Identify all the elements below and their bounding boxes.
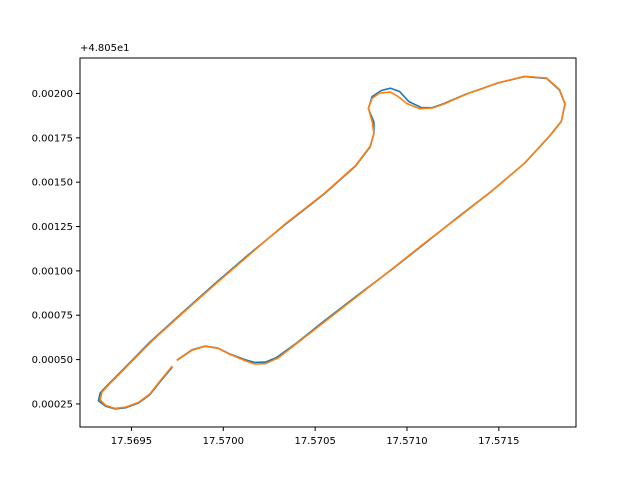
y-tick-label: 0.00100 (32, 266, 73, 277)
y-tick-label: 0.00025 (32, 399, 73, 410)
x-tick-label: 17.5695 (111, 436, 152, 447)
y-tick-label: 0.00150 (32, 178, 73, 189)
x-tick-label: 17.5700 (203, 436, 244, 447)
y-tick-label: 0.00175 (32, 133, 73, 144)
y-tick-label: 0.00050 (32, 355, 73, 366)
y-tick-label: 0.00125 (32, 222, 73, 233)
y-axis: 0.00025 0.00050 0.00075 0.00100 0.00125 0.001… (32, 89, 80, 410)
x-axis: 17.5695 17.5700 17.5705 17.5710 17.5715 (111, 427, 520, 447)
x-tick-label: 17.5710 (386, 436, 427, 447)
x-tick-label: 17.5705 (294, 436, 335, 447)
y-tick-label: 0.00075 (32, 311, 73, 322)
y-tick-label: 0.00200 (32, 89, 73, 100)
series-line-2 (99, 75, 566, 410)
axes-frame (79, 57, 577, 428)
y-offset-label: +4.805e1 (80, 43, 130, 54)
x-tick-label: 17.5715 (478, 436, 519, 447)
series-layer (97, 75, 566, 410)
